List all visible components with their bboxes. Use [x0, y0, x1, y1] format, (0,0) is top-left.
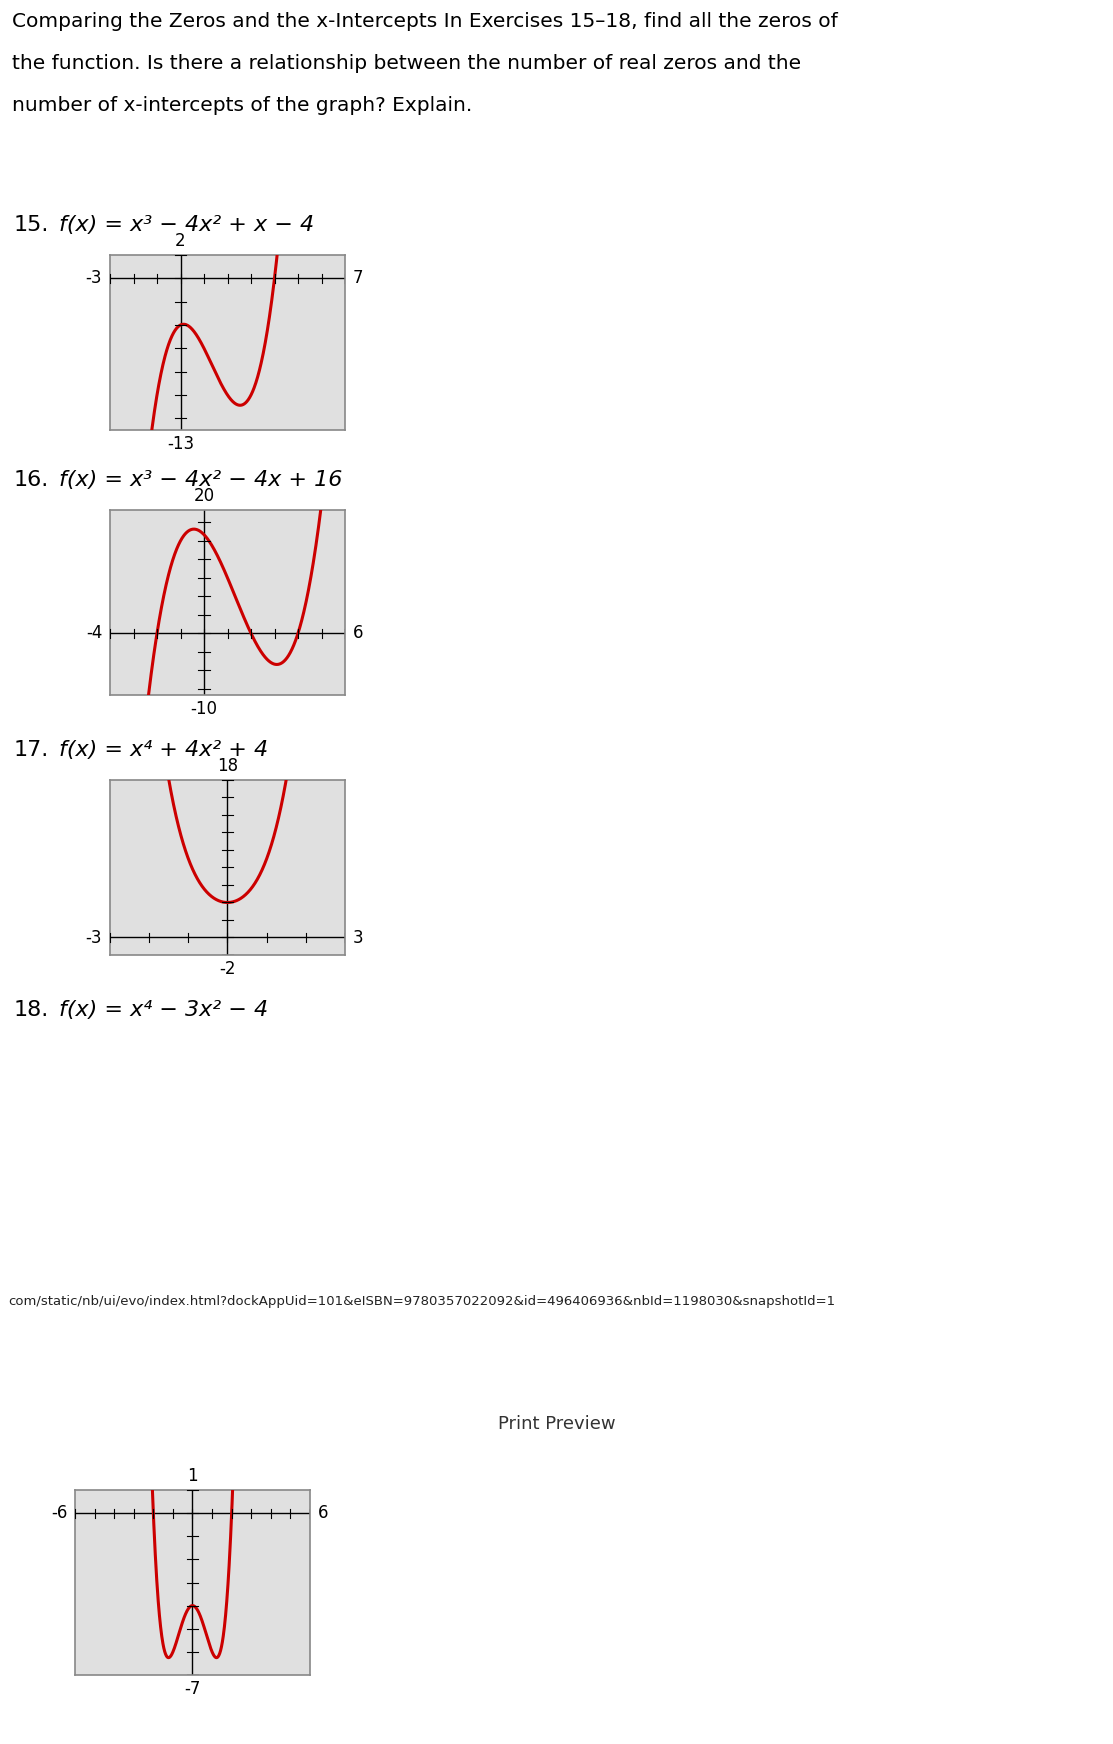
Text: 15.: 15. — [14, 215, 49, 235]
Text: 3: 3 — [353, 928, 364, 947]
Text: 18: 18 — [217, 757, 238, 774]
Text: 1: 1 — [187, 1467, 198, 1484]
Text: -13: -13 — [167, 436, 194, 453]
Text: 20: 20 — [194, 487, 215, 504]
Text: 7: 7 — [353, 269, 363, 288]
Text: -3: -3 — [86, 928, 102, 947]
Text: -4: -4 — [86, 624, 102, 642]
Text: f(x) = x³ − 4x² − 4x + 16: f(x) = x³ − 4x² − 4x + 16 — [59, 469, 342, 490]
Text: f(x) = x³ − 4x² + x − 4: f(x) = x³ − 4x² + x − 4 — [59, 215, 314, 235]
Text: 18.: 18. — [14, 999, 49, 1020]
Text: 2: 2 — [175, 232, 186, 249]
Text: Print Preview: Print Preview — [498, 1414, 615, 1434]
Text: -6: -6 — [51, 1503, 67, 1523]
Text: 6: 6 — [318, 1503, 328, 1523]
Text: -10: -10 — [190, 701, 217, 719]
Text: the function. Is there a relationship between the number of real zeros and the: the function. Is there a relationship be… — [12, 54, 801, 73]
Text: 17.: 17. — [14, 739, 49, 760]
Text: 16.: 16. — [14, 469, 49, 490]
Text: f(x) = x⁴ − 3x² − 4: f(x) = x⁴ − 3x² − 4 — [59, 999, 267, 1020]
Text: number of x-intercepts of the graph? Explain.: number of x-intercepts of the graph? Exp… — [12, 96, 472, 115]
Text: 6: 6 — [353, 624, 363, 642]
Text: f(x) = x⁴ + 4x² + 4: f(x) = x⁴ + 4x² + 4 — [59, 739, 267, 760]
Text: -3: -3 — [86, 269, 102, 288]
Text: -2: -2 — [219, 961, 236, 978]
Text: com/static/nb/ui/evo/index.html?dockAppUid=101&eISBN=9780357022092&id=496406936&: com/static/nb/ui/evo/index.html?dockAppU… — [8, 1296, 835, 1308]
Text: -7: -7 — [185, 1679, 200, 1699]
Text: Comparing the Zeros and the x-Intercepts In Exercises 15–18, find all the zeros : Comparing the Zeros and the x-Intercepts… — [12, 12, 838, 31]
